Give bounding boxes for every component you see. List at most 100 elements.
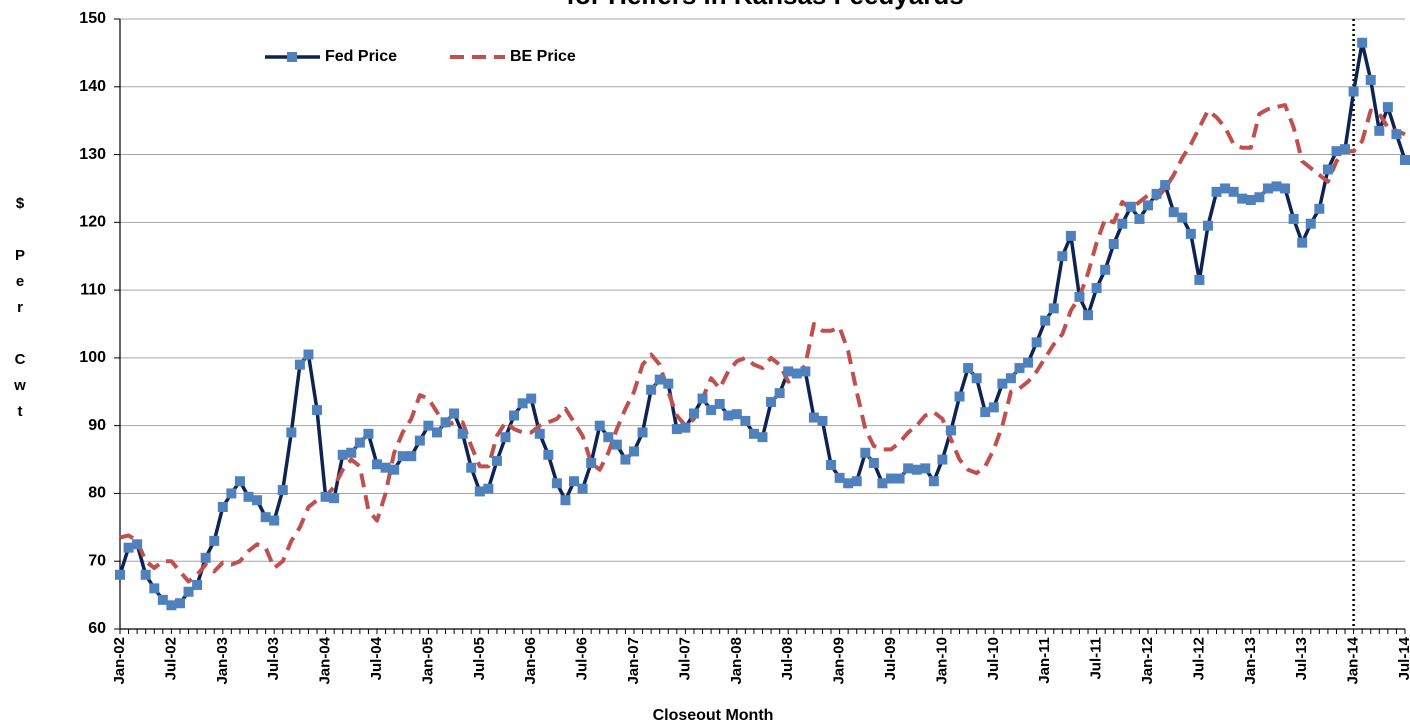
- data-point: [312, 405, 323, 416]
- data-point: [457, 428, 468, 439]
- x-tick-label: Jan-14: [1345, 636, 1362, 684]
- data-point: [406, 451, 417, 462]
- data-point: [1005, 373, 1016, 384]
- data-point: [217, 502, 228, 512]
- data-point: [791, 368, 802, 379]
- data-point: [1177, 212, 1188, 223]
- x-axis-label: Closeout Month: [653, 707, 774, 724]
- chart-title: for Heifers in Kansas Feedyards: [566, 0, 963, 10]
- data-point: [1023, 357, 1034, 368]
- data-point: [149, 583, 160, 594]
- x-tick-label: Jan-13: [1242, 637, 1259, 685]
- series-line: [118, 40, 1407, 608]
- data-point: [1074, 291, 1085, 302]
- data-point: [1083, 310, 1094, 321]
- data-point: [671, 424, 682, 435]
- data-point: [1143, 200, 1153, 211]
- data-point: [132, 539, 143, 550]
- x-tick-label: Jan-08: [728, 637, 745, 685]
- data-point: [637, 427, 648, 438]
- data-point: [1400, 154, 1410, 165]
- legend-marker: [287, 52, 297, 62]
- x-tick-label: Jul-12: [1190, 637, 1207, 680]
- data-point: [140, 569, 151, 580]
- data-point: [389, 464, 400, 475]
- x-tick-label: Jul-05: [471, 637, 488, 680]
- data-point: [1271, 181, 1282, 192]
- data-point: [1297, 237, 1308, 248]
- data-point: [526, 393, 537, 404]
- data-point: [320, 491, 331, 502]
- data-point: [243, 491, 254, 502]
- data-point: [1305, 218, 1316, 229]
- legend-label: Fed Price: [325, 48, 397, 65]
- data-point: [808, 412, 819, 423]
- y-tick-label: 110: [80, 281, 106, 298]
- data-point: [1100, 264, 1111, 275]
- data-point: [483, 483, 494, 494]
- x-tick-label: Jan-09: [831, 637, 848, 685]
- data-point: [894, 473, 905, 484]
- y-tick-label: 100: [79, 349, 106, 366]
- x-tick-label: Jul-13: [1293, 637, 1310, 680]
- data-point: [431, 427, 442, 438]
- data-point: [963, 363, 974, 374]
- data-point: [560, 495, 571, 506]
- data-point: [817, 415, 828, 426]
- data-point: [1125, 201, 1136, 212]
- data-point: [286, 427, 297, 438]
- data-point: [440, 417, 451, 428]
- data-point: [534, 428, 545, 439]
- data-point: [988, 402, 999, 413]
- data-point: [774, 388, 785, 399]
- data-point: [911, 464, 922, 475]
- data-point: [1168, 207, 1179, 218]
- x-tick-label: Jan-03: [214, 637, 231, 685]
- data-point: [1391, 129, 1402, 140]
- y-tick-label: 90: [88, 417, 106, 434]
- data-point: [1348, 86, 1359, 97]
- data-point: [1202, 220, 1213, 231]
- x-tick-label: Jan-11: [1036, 637, 1053, 684]
- data-point: [1254, 192, 1265, 203]
- data-point: [1108, 239, 1119, 250]
- data-point: [157, 594, 168, 605]
- x-tick-label: Jul-04: [368, 636, 385, 680]
- data-point: [843, 478, 854, 489]
- data-point: [980, 407, 991, 418]
- data-point: [611, 439, 622, 450]
- data-point: [646, 384, 657, 395]
- data-point: [423, 420, 434, 431]
- data-point: [723, 410, 734, 421]
- data-point: [1014, 363, 1025, 374]
- y-tick-label: 120: [79, 214, 106, 231]
- data-point: [234, 476, 245, 487]
- x-tick-label: Jan-02: [111, 637, 128, 685]
- data-point: [937, 454, 948, 465]
- data-point: [1237, 193, 1248, 204]
- data-point: [226, 488, 237, 499]
- x-tick-label: Jan-12: [1139, 637, 1156, 685]
- x-tick-label: Jul-14: [1396, 636, 1410, 680]
- data-point: [174, 598, 185, 609]
- y-tick-label: 140: [79, 78, 106, 95]
- data-point: [1322, 164, 1333, 175]
- legend-label: BE Price: [510, 48, 576, 65]
- x-tick-label: Jul-02: [162, 637, 179, 680]
- data-point: [449, 408, 460, 419]
- data-point: [826, 459, 837, 470]
- data-point: [706, 405, 717, 416]
- data-point: [1228, 186, 1239, 197]
- y-tick-label: 70: [88, 552, 106, 569]
- data-point: [1194, 274, 1205, 285]
- data-point: [766, 396, 777, 407]
- data-point: [414, 435, 425, 446]
- y-tick-label: 130: [79, 146, 106, 163]
- data-point: [1185, 228, 1196, 239]
- data-point: [697, 393, 708, 404]
- data-point: [851, 476, 862, 487]
- data-point: [971, 373, 982, 384]
- data-point: [569, 476, 580, 487]
- data-point: [586, 457, 597, 468]
- data-point: [380, 462, 391, 473]
